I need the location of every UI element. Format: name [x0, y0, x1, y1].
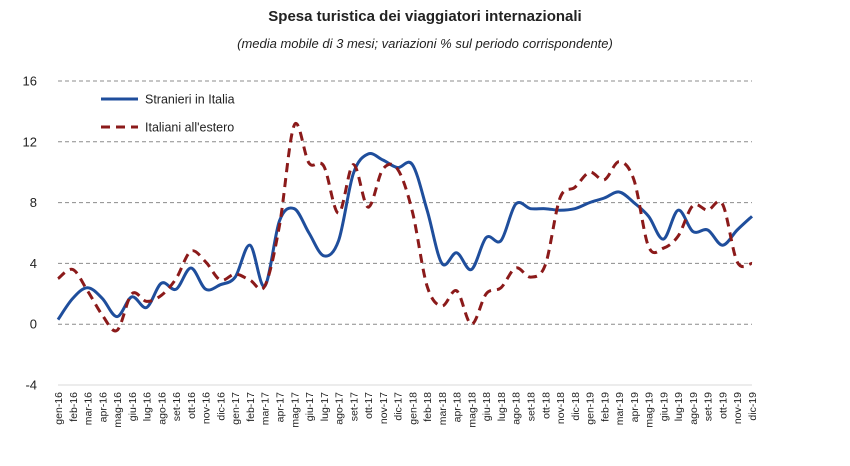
x-tick-label: lug-18: [496, 392, 508, 421]
x-tick-label: nov-19: [732, 392, 744, 424]
x-tick-label: feb-19: [599, 392, 611, 422]
x-tick-label: ago-19: [688, 392, 700, 425]
y-tick-label: 16: [23, 74, 37, 89]
x-tick-label: mag-16: [112, 392, 124, 428]
x-tick-label: ago-16: [156, 392, 168, 425]
x-tick-label: apr-16: [97, 392, 109, 423]
x-tick-label: lug-19: [673, 392, 685, 421]
x-tick-label: nov-17: [378, 392, 390, 424]
x-tick-label: gen-17: [230, 392, 242, 425]
x-tick-label: feb-18: [422, 392, 434, 422]
x-tick-label: gen-16: [53, 392, 65, 425]
x-tick-label: set-17: [348, 392, 360, 421]
x-tick-label: apr-17: [274, 392, 286, 423]
x-tick-label: mag-19: [644, 392, 656, 428]
y-tick-label: -4: [25, 378, 37, 393]
series-line-2: [57, 121, 753, 333]
y-tick-label: 8: [30, 195, 37, 210]
x-tick-label: lug-17: [319, 392, 331, 421]
x-tick-label: dic-16: [215, 392, 227, 421]
y-tick-label: 12: [23, 134, 37, 149]
x-tick-label: giu-18: [481, 392, 493, 421]
x-tick-label: mar-19: [614, 392, 626, 425]
x-tick-label: ott-17: [363, 392, 375, 419]
x-tick-label: mag-18: [466, 392, 478, 428]
x-tick-label: gen-19: [585, 392, 597, 425]
x-tick-label: mar-16: [83, 392, 95, 425]
x-tick-label: dic-17: [393, 392, 405, 421]
x-tick-label: apr-18: [452, 392, 464, 423]
chart-title: Spesa turistica dei viaggiatori internaz…: [268, 8, 582, 25]
x-tick-label: feb-16: [68, 392, 80, 422]
x-tick-label: set-18: [526, 392, 538, 421]
x-tick-label: nov-18: [555, 392, 567, 424]
legend-label-1: Stranieri in Italia: [145, 93, 235, 107]
x-tick-label: dic-19: [747, 392, 759, 421]
x-tick-label: ott-18: [540, 392, 552, 419]
x-tick-label: ott-19: [717, 392, 729, 419]
x-tick-label: apr-19: [629, 392, 641, 423]
x-tick-label: ago-18: [511, 392, 523, 425]
y-tick-label: 4: [30, 256, 37, 271]
x-tick-label: dic-18: [570, 392, 582, 421]
x-tick-label: mar-17: [260, 392, 272, 425]
y-tick-label: 0: [30, 317, 37, 332]
x-tick-label: giu-17: [304, 392, 316, 421]
x-tick-label: feb-17: [245, 392, 257, 422]
x-tick-label: set-16: [171, 392, 183, 421]
x-tick-label: nov-16: [201, 392, 213, 424]
series-line-1: [56, 152, 754, 321]
x-tick-label: gen-18: [407, 392, 419, 425]
x-tick-label: ago-17: [334, 392, 346, 425]
x-tick-label: ott-16: [186, 392, 198, 419]
x-tick-label: giu-19: [658, 392, 670, 421]
x-tick-label: giu-16: [127, 392, 139, 421]
x-tick-label: lug-16: [142, 392, 154, 421]
x-tick-label: set-19: [703, 392, 715, 421]
chart-subtitle: (media mobile di 3 mesi; variazioni % su…: [237, 36, 613, 51]
x-tick-label: mag-17: [289, 392, 301, 428]
x-tick-label: mar-18: [437, 392, 449, 425]
legend-label-2: Italiani all'estero: [145, 121, 234, 135]
